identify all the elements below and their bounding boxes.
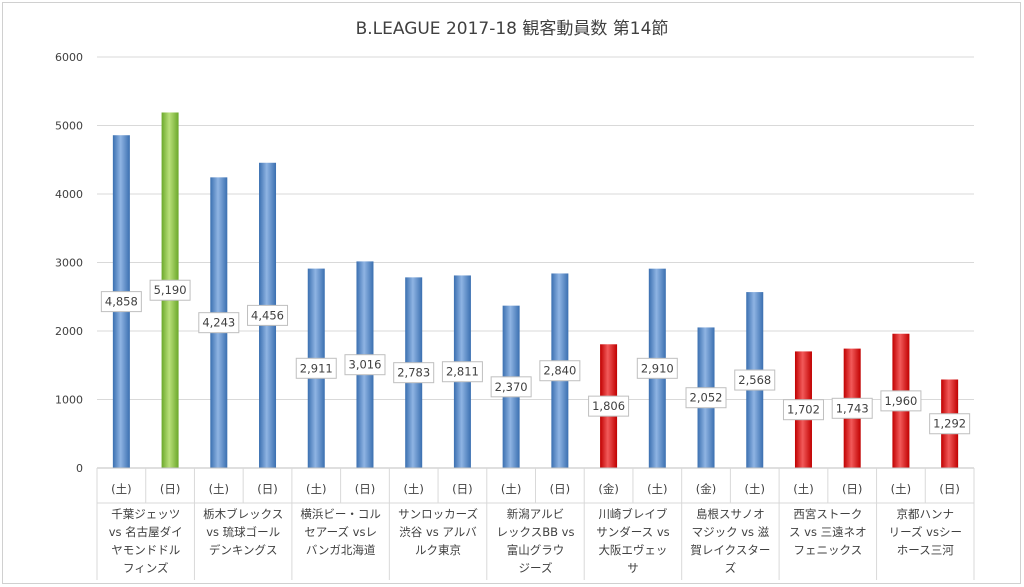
- data-label: 1,960: [884, 394, 917, 408]
- x-day-label: (土): [111, 482, 131, 496]
- matchup-label-line: 川崎ブレイブ: [598, 507, 667, 521]
- matchup-label-line: リーズ vsシー: [889, 525, 962, 539]
- data-label: 4,858: [105, 295, 138, 309]
- data-label: 2,911: [300, 361, 333, 375]
- data-label-box: [636, 357, 678, 379]
- matchup-label-line: 渋谷 vs アルバ: [399, 525, 477, 539]
- x-day-label: (日): [550, 482, 570, 496]
- data-label-box: [734, 369, 776, 391]
- matchup-label-line: 西宮ストーク: [793, 507, 862, 521]
- data-label: 2,052: [690, 391, 723, 405]
- x-day-label: (金): [696, 482, 716, 496]
- x-day-label: (土): [745, 482, 765, 496]
- data-label-box: [685, 387, 727, 409]
- matchup-label-line: ルク東京: [415, 543, 461, 557]
- data-label: 4,243: [202, 316, 235, 330]
- data-label-box: [782, 399, 824, 421]
- matchup-label-line: ホース三河: [897, 543, 954, 557]
- y-tick-label: 4000: [55, 188, 83, 201]
- data-label: 2,811: [446, 365, 479, 379]
- matchup-label-line: vs 名古屋ダイ: [109, 525, 183, 539]
- matchup-label-line: サンダース vs: [596, 525, 669, 539]
- matchup-label-line: 島根スサノオ: [696, 507, 765, 521]
- data-label: 2,910: [641, 361, 674, 375]
- y-tick-label: 6000: [55, 51, 83, 64]
- data-label-box: [295, 357, 337, 379]
- x-day-label: (日): [355, 482, 375, 496]
- x-day-label: (日): [939, 482, 959, 496]
- matchup-label-line: 新潟アルビ: [507, 507, 564, 521]
- data-label-box: [344, 354, 386, 376]
- data-label: 2,783: [397, 366, 430, 380]
- x-day-label: (日): [842, 482, 862, 496]
- matchup-label-line: 千葉ジェッツ: [111, 507, 180, 521]
- matchup-label-line: マジック vs 滋: [692, 525, 770, 539]
- data-label: 2,370: [495, 380, 528, 394]
- x-day-label: (土): [209, 482, 229, 496]
- matchup-label-line: 大阪エヴェッ: [598, 543, 667, 557]
- y-tick-label: 2000: [55, 325, 83, 338]
- matchup-label-line: サ: [627, 561, 639, 575]
- chart-title: B.LEAGUE 2017-18 観客動員数 第14節: [355, 19, 669, 39]
- matchup-label-line: レックスBB vs: [497, 525, 575, 539]
- data-label: 5,190: [154, 283, 187, 297]
- x-day-label: (土): [891, 482, 911, 496]
- data-label: 1,292: [933, 417, 966, 431]
- data-label: 3,016: [349, 358, 382, 372]
- data-label-box: [393, 362, 435, 384]
- matchup-label-line: 富山グラウ: [507, 543, 565, 557]
- data-label-box: [198, 312, 240, 334]
- data-label: 1,743: [836, 401, 869, 415]
- data-label-box: [880, 390, 922, 412]
- matchup-label-line: ジーズ: [519, 561, 553, 575]
- x-day-label: (日): [452, 482, 472, 496]
- y-tick-label: 3000: [55, 257, 83, 270]
- y-tick-label: 0: [76, 462, 83, 475]
- data-label-box: [929, 413, 971, 435]
- data-label: 4,456: [251, 308, 284, 322]
- data-label: 2,840: [543, 364, 576, 378]
- x-day-label: (日): [160, 482, 180, 496]
- matchup-label-line: 栃木ブレックス: [203, 507, 283, 521]
- matchup-label-line: 京都ハンナ: [897, 507, 955, 521]
- data-label-box: [831, 397, 873, 419]
- matchup-label-line: デンキングス: [209, 543, 278, 557]
- x-day-label: (土): [403, 482, 423, 496]
- x-day-label: (土): [793, 482, 813, 496]
- matchup-label-line: 横浜ビー・コル: [300, 507, 381, 521]
- matchup-label-line: vs 琉球ゴール: [206, 525, 280, 539]
- matchup-label-line: 賀レイクスター: [690, 543, 770, 557]
- y-tick-label: 1000: [55, 394, 83, 407]
- data-label-box: [588, 395, 630, 417]
- data-label-box: [490, 376, 532, 398]
- data-label-box: [100, 291, 142, 313]
- data-label-box: [441, 361, 483, 383]
- matchup-label-line: サンロッカーズ: [398, 507, 478, 521]
- data-label: 2,568: [738, 373, 771, 387]
- x-day-label: (土): [501, 482, 521, 496]
- x-day-label: (土): [647, 482, 667, 496]
- x-day-label: (土): [306, 482, 326, 496]
- matchup-label-line: バンガ北海道: [306, 543, 376, 557]
- x-day-label: (日): [257, 482, 277, 496]
- data-label-box: [539, 360, 581, 382]
- data-label-box: [149, 279, 191, 301]
- x-day-label: (金): [598, 482, 618, 496]
- matchup-label-line: ヤモンドドル: [111, 543, 180, 557]
- matchup-label-line: フィンズ: [123, 561, 169, 575]
- y-tick-label: 5000: [55, 120, 83, 133]
- data-label: 1,702: [787, 403, 820, 417]
- matchup-label-line: セアーズ vsレ: [304, 525, 377, 539]
- data-label-box: [247, 304, 289, 326]
- matchup-label-line: ス vs 三遠ネオ: [789, 525, 867, 539]
- matchup-label-line: ズ: [725, 561, 737, 575]
- data-label: 1,806: [592, 399, 625, 413]
- matchup-label-line: フェニックス: [794, 543, 863, 557]
